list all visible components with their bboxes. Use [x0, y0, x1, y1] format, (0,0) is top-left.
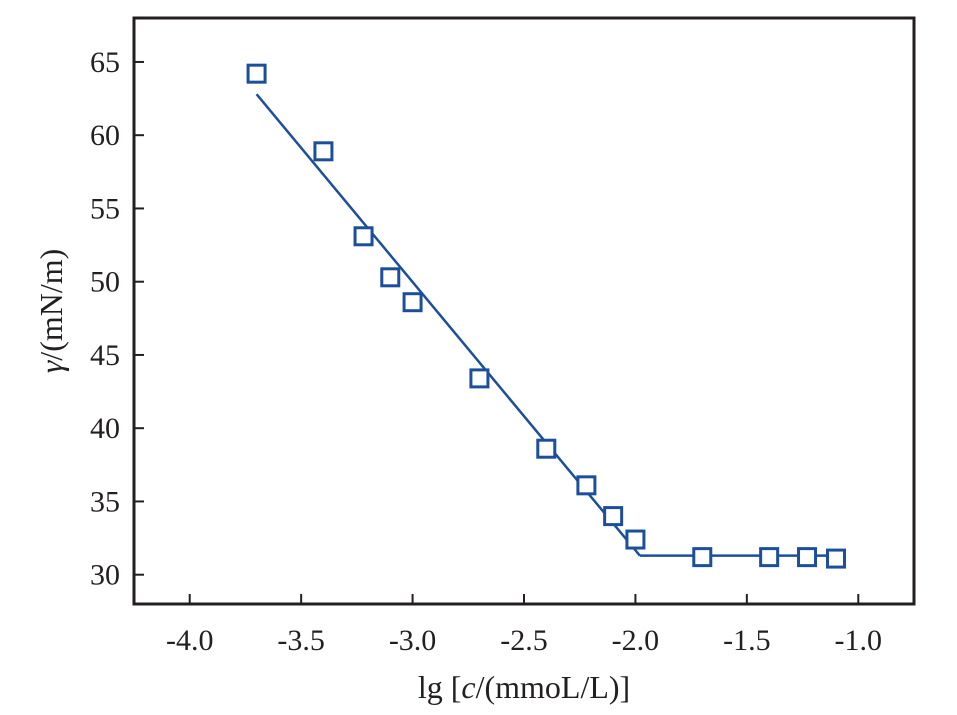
data-point: [246, 63, 267, 84]
data-point: [536, 438, 557, 459]
x-tick-label: -2.0: [612, 624, 660, 657]
data-point: [313, 141, 334, 162]
y-tick-label: 45: [90, 339, 120, 372]
data-point: [692, 547, 713, 568]
data-point: [826, 548, 846, 569]
y-tick-label: 40: [90, 412, 120, 445]
x-tick-label: -3.0: [389, 624, 437, 657]
y-tick-label: 35: [90, 485, 120, 518]
data-point: [402, 292, 423, 313]
x-tick-label: -1.0: [835, 624, 883, 657]
y-axis-ticks: 30 35 40 45 50 55 60 65: [90, 46, 144, 592]
data-point: [469, 368, 490, 389]
data-point: [797, 547, 818, 568]
x-axis-label: lg [c/(mmoL/L)]: [418, 669, 630, 705]
x-axis-ticks: -4.0 -3.5 -3.0 -2.5 -2.0 -1.5 -1.0: [166, 594, 882, 657]
y-tick-label: 50: [90, 266, 120, 299]
y-tick-label: 55: [90, 192, 120, 225]
y-axis-label: γ/(mN/m): [33, 249, 69, 374]
y-tick-label: 65: [90, 46, 120, 79]
x-tick-label: -3.5: [277, 624, 325, 657]
fit-line: [255, 93, 641, 557]
data-point: [759, 547, 780, 568]
y-tick-label: 30: [90, 559, 120, 592]
plot-frame: [132, 16, 916, 606]
data-point: [576, 475, 597, 496]
data-point: [625, 529, 646, 550]
data-points: [246, 63, 846, 569]
x-tick-label: -2.5: [500, 624, 548, 657]
data-point: [353, 226, 374, 247]
x-tick-label: -4.0: [166, 624, 214, 657]
x-tick-label: -1.5: [723, 624, 771, 657]
fit-lines: [255, 93, 836, 557]
data-point: [380, 267, 401, 288]
y-tick-label: 60: [90, 119, 120, 152]
data-point: [603, 506, 624, 527]
